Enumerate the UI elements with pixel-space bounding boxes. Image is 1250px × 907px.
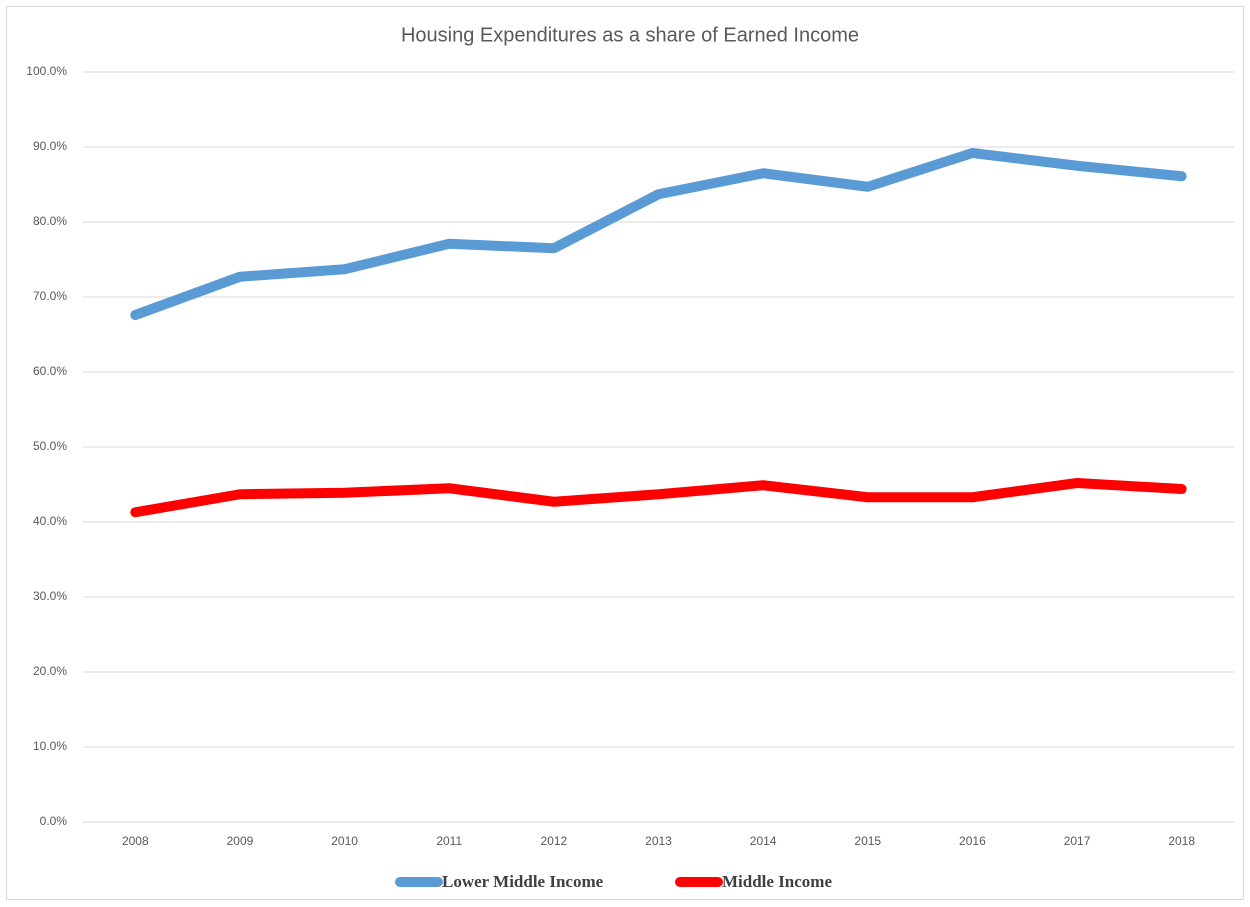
y-tick-label: 100.0% bbox=[26, 64, 67, 78]
y-tick-label: 30.0% bbox=[33, 589, 67, 603]
y-tick-label: 40.0% bbox=[33, 514, 67, 528]
x-tick-label: 2014 bbox=[750, 834, 777, 848]
y-tick-label: 70.0% bbox=[33, 289, 67, 303]
x-tick-label: 2011 bbox=[436, 834, 462, 848]
y-tick-label: 20.0% bbox=[33, 664, 67, 678]
line bbox=[130, 478, 1187, 518]
x-tick-label: 2018 bbox=[1168, 834, 1195, 848]
x-tick-label: 2008 bbox=[122, 834, 149, 848]
chart-border bbox=[6, 6, 1244, 900]
x-tick-label: 2017 bbox=[1064, 834, 1091, 848]
x-tick-label: 2016 bbox=[959, 834, 986, 848]
y-tick-label: 90.0% bbox=[33, 139, 67, 153]
legend-label: Lower Middle Income bbox=[442, 872, 604, 891]
x-tick-label: 2013 bbox=[645, 834, 672, 848]
chart-title: Housing Expenditures as a share of Earne… bbox=[401, 24, 859, 46]
y-tick-label: 50.0% bbox=[33, 439, 67, 453]
x-tick-label: 2012 bbox=[541, 834, 568, 848]
y-tick-label: 0.0% bbox=[40, 814, 68, 828]
y-tick-label: 80.0% bbox=[33, 214, 67, 228]
x-tick-label: 2010 bbox=[331, 834, 358, 848]
legend-label: Middle Income bbox=[722, 872, 832, 891]
x-tick-label: 2015 bbox=[854, 834, 881, 848]
y-tick-label: 10.0% bbox=[33, 739, 67, 753]
x-tick-label: 2009 bbox=[227, 834, 254, 848]
line bbox=[130, 148, 1187, 320]
y-tick-label: 60.0% bbox=[33, 364, 67, 378]
